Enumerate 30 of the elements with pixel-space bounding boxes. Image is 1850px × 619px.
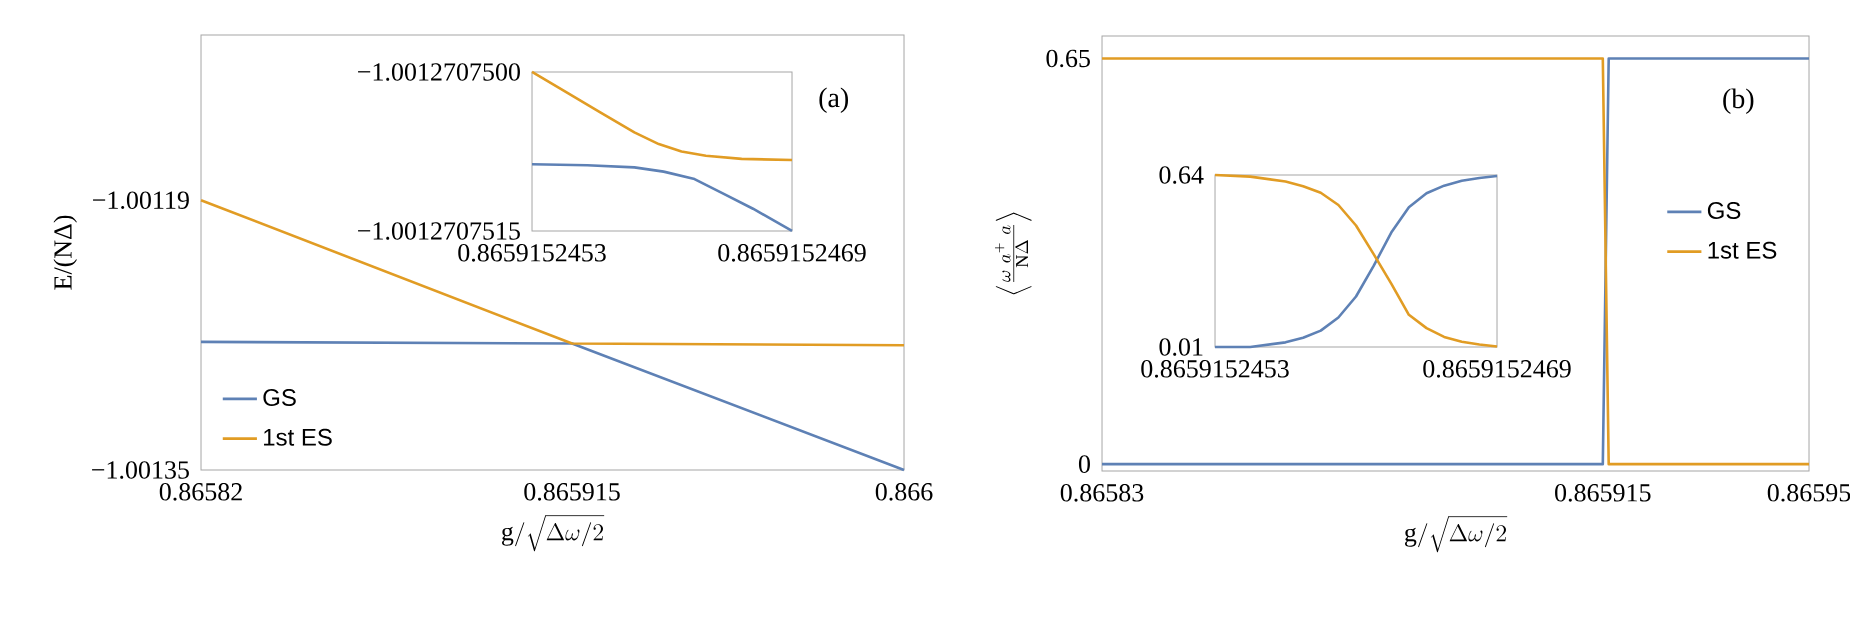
x-tick-label: 0.86583	[1060, 484, 1144, 502]
x-tick-label: 0.865915	[1555, 484, 1651, 502]
y-tick-label: 0	[1078, 455, 1090, 473]
y-tick-label: −1.0012707500	[358, 63, 520, 81]
legend-label: GS	[1707, 201, 1741, 219]
x-axis-title: $\mathrm{g}/\sqrt{\Delta\omega/2}$	[501, 515, 605, 552]
annotation: (b)	[1723, 88, 1754, 114]
legend-label: 1st ES	[264, 428, 332, 446]
y-tick-label: 0.64	[1159, 166, 1204, 184]
x-tick-label: 0.8659152453	[1141, 360, 1289, 378]
y-tick-label: 0.65	[1046, 49, 1090, 68]
y-axis-title: $\left\langle\frac{\omega\ a^{+}\ a}{\mathrm{N}\Delta}\right\rangle$	[994, 212, 1032, 295]
x-tick-label: 0.8659152469	[718, 244, 866, 262]
x-axis-title: $\mathrm{g}/\sqrt{\Delta\omega/2}$	[1404, 516, 1508, 553]
line-series	[530, 162, 794, 233]
line-series	[530, 70, 794, 162]
x-tick-label: 0.86582	[159, 483, 242, 501]
x-tick-label: 0.8659152469	[1423, 360, 1571, 378]
legend-label: 1st ES	[1708, 241, 1777, 259]
y-tick-label: −1.00135	[92, 461, 189, 479]
x-tick-label: 0.86595	[1767, 484, 1850, 502]
x-tick-label: 0.865915	[524, 483, 620, 501]
y-tick-label: −1.00119	[93, 191, 189, 210]
legend-label: GS	[263, 389, 296, 406]
annotation: (a)	[819, 87, 849, 113]
y-tick-label: 0.01	[1159, 338, 1203, 356]
y-axis-title: E/(NΔ)	[53, 215, 78, 290]
y-tick-label: −1.0012707515	[358, 222, 520, 240]
x-tick-label: 0.866	[875, 483, 933, 501]
x-tick-label: 0.8659152453	[458, 244, 606, 262]
